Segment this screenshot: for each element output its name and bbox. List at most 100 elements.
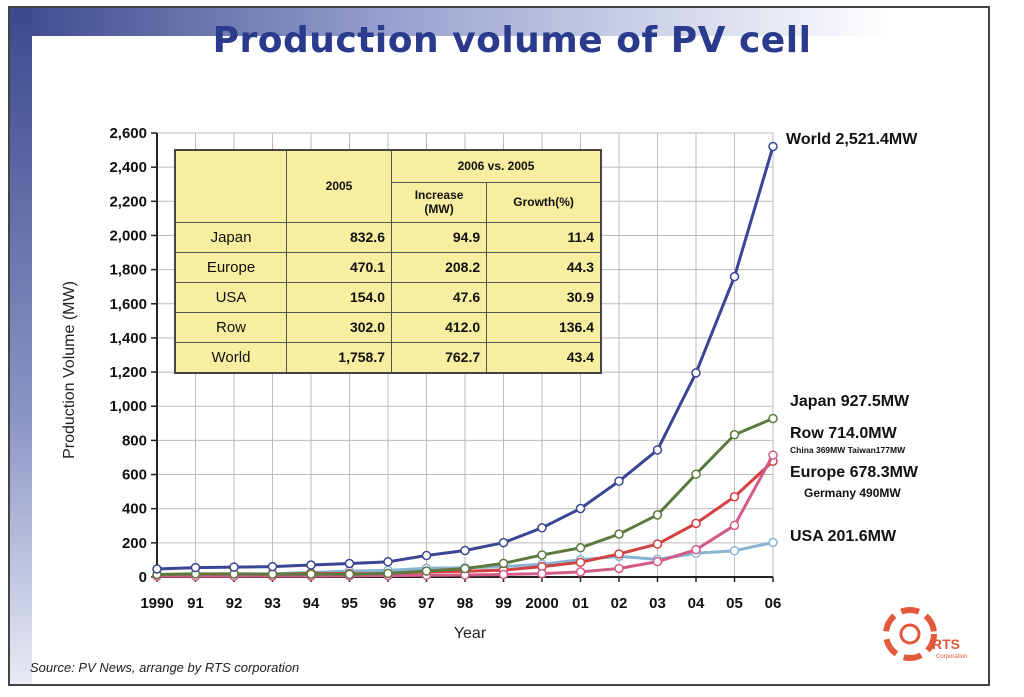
data-point-europe bbox=[614, 549, 624, 559]
y-axis-title: Production Volume (MW) bbox=[61, 281, 78, 459]
table-row: USA 154.0 47.6 30.9 bbox=[174, 281, 602, 313]
row-region: Row bbox=[174, 311, 287, 343]
data-point-row bbox=[537, 568, 547, 579]
data-point-europe bbox=[652, 539, 663, 549]
rts-logo-icon bbox=[883, 607, 937, 661]
data-point-japan bbox=[652, 510, 663, 520]
data-point-japan bbox=[729, 429, 740, 440]
source-note: Source: PV News, arrange by RTS corporat… bbox=[30, 660, 300, 675]
data-point-japan bbox=[383, 568, 393, 579]
data-point-row bbox=[729, 520, 740, 531]
y-tick-label: 1,600 bbox=[109, 296, 147, 313]
series-end-label-row: Row 714.0MW bbox=[790, 425, 898, 442]
data-point-japan bbox=[306, 569, 316, 579]
data-point-world bbox=[267, 561, 278, 572]
data-point-europe bbox=[575, 557, 586, 568]
data-point-world bbox=[537, 523, 547, 533]
row-increase: 762.7 bbox=[390, 341, 488, 374]
y-tick-label: 200 bbox=[122, 535, 147, 552]
data-point-japan bbox=[498, 558, 509, 569]
x-tick-label: 05 bbox=[726, 595, 743, 612]
data-point-world bbox=[190, 562, 201, 573]
data-point-world bbox=[575, 503, 586, 514]
series-end-label-usa: USA 201.6MW bbox=[790, 528, 897, 545]
row-2005: 302.0 bbox=[286, 311, 392, 343]
data-point-japan bbox=[768, 413, 778, 424]
row-growth: 136.4 bbox=[486, 311, 602, 343]
side-band bbox=[10, 8, 32, 684]
logo-text: RTS bbox=[932, 636, 960, 652]
y-tick-label: 800 bbox=[122, 432, 147, 449]
data-point-world bbox=[614, 476, 624, 486]
data-point-world bbox=[652, 445, 663, 455]
row-region: World bbox=[174, 341, 287, 374]
data-point-japan bbox=[691, 469, 701, 479]
row-growth: 11.4 bbox=[486, 221, 602, 253]
data-point-world bbox=[306, 560, 316, 570]
header-growth: Growth(%) bbox=[486, 181, 602, 223]
data-point-europe bbox=[691, 518, 701, 529]
series-end-label-world: World 2,521.4MW bbox=[786, 131, 918, 148]
series-end-label-europe: Europe 678.3MW bbox=[790, 464, 919, 481]
table-row: Japan 832.6 94.9 11.4 bbox=[174, 221, 602, 253]
data-point-usa bbox=[768, 537, 778, 548]
table-corner bbox=[174, 149, 287, 223]
x-tick-label: 95 bbox=[341, 595, 358, 612]
y-tick-label: 2,600 bbox=[109, 125, 147, 142]
table-row: World 1,758.7 762.7 43.4 bbox=[174, 341, 602, 374]
annotation-china-taiwan: China 369MW Taiwan177MW bbox=[790, 445, 906, 455]
data-point-usa bbox=[729, 545, 740, 556]
data-point-japan bbox=[537, 550, 547, 560]
y-tick-label: 400 bbox=[122, 501, 147, 518]
series-end-label-japan: Japan 927.5MW bbox=[790, 393, 910, 410]
x-tick-label: 04 bbox=[688, 595, 705, 612]
data-point-world bbox=[229, 562, 239, 572]
x-tick-label: 1990 bbox=[140, 595, 173, 612]
data-point-world bbox=[421, 550, 432, 561]
data-point-japan bbox=[575, 543, 586, 553]
x-tick-label: 99 bbox=[495, 595, 512, 612]
data-point-row bbox=[768, 450, 778, 460]
data-point-europe bbox=[729, 491, 740, 502]
data-point-japan bbox=[614, 529, 624, 539]
y-tick-label: 0 bbox=[139, 569, 147, 586]
header-group: 2006 vs. 2005 bbox=[391, 149, 602, 183]
rts-logo: RTS Corporation bbox=[880, 604, 980, 664]
header-increase: Increase (MW) bbox=[390, 181, 488, 223]
header-increase-line1: Increase bbox=[414, 188, 464, 202]
data-point-world bbox=[460, 545, 470, 556]
table-row: Row 302.0 412.0 136.4 bbox=[174, 311, 602, 343]
row-increase: 47.6 bbox=[390, 281, 488, 313]
x-tick-label: 98 bbox=[457, 595, 474, 612]
title-band bbox=[10, 8, 988, 36]
axes: 0 200 400 600 800 1,000 1,200 1,400 1,600 1,800 2,… bbox=[61, 125, 781, 642]
chart-title: Production volume of PV cell bbox=[212, 20, 812, 61]
summary-table: 2005 2006 vs. 2005 Increase (MW) Growth(… bbox=[174, 149, 602, 374]
x-tick-label: 93 bbox=[264, 595, 281, 612]
annotation-germany: Germany 490MW bbox=[804, 486, 901, 500]
y-tick-label: 2,200 bbox=[109, 193, 147, 210]
row-2005: 154.0 bbox=[286, 281, 392, 313]
x-tick-label: 02 bbox=[611, 595, 628, 612]
row-growth: 30.9 bbox=[486, 281, 602, 313]
y-tick-label: 1,000 bbox=[109, 398, 147, 415]
y-tick-label: 1,800 bbox=[109, 262, 147, 279]
row-2005: 470.1 bbox=[286, 251, 392, 283]
data-point-world bbox=[344, 558, 355, 569]
x-tick-label: 2000 bbox=[525, 595, 558, 612]
series-lines bbox=[152, 141, 778, 581]
y-tick-label: 2,400 bbox=[109, 159, 147, 176]
header-increase-line2: (MW) bbox=[424, 202, 454, 216]
data-point-world bbox=[768, 141, 778, 152]
x-tick-label: 03 bbox=[649, 595, 666, 612]
logo-subtext: Corporation bbox=[936, 654, 968, 660]
data-point-japan bbox=[460, 563, 470, 574]
data-point-row bbox=[498, 569, 509, 580]
data-point-world bbox=[383, 557, 393, 567]
data-point-world bbox=[729, 271, 740, 282]
x-tick-label: 96 bbox=[380, 595, 397, 612]
header-2005: 2005 bbox=[286, 149, 392, 223]
row-increase: 94.9 bbox=[390, 221, 488, 253]
x-axis-title: Year bbox=[454, 625, 487, 642]
data-point-world bbox=[691, 368, 701, 378]
